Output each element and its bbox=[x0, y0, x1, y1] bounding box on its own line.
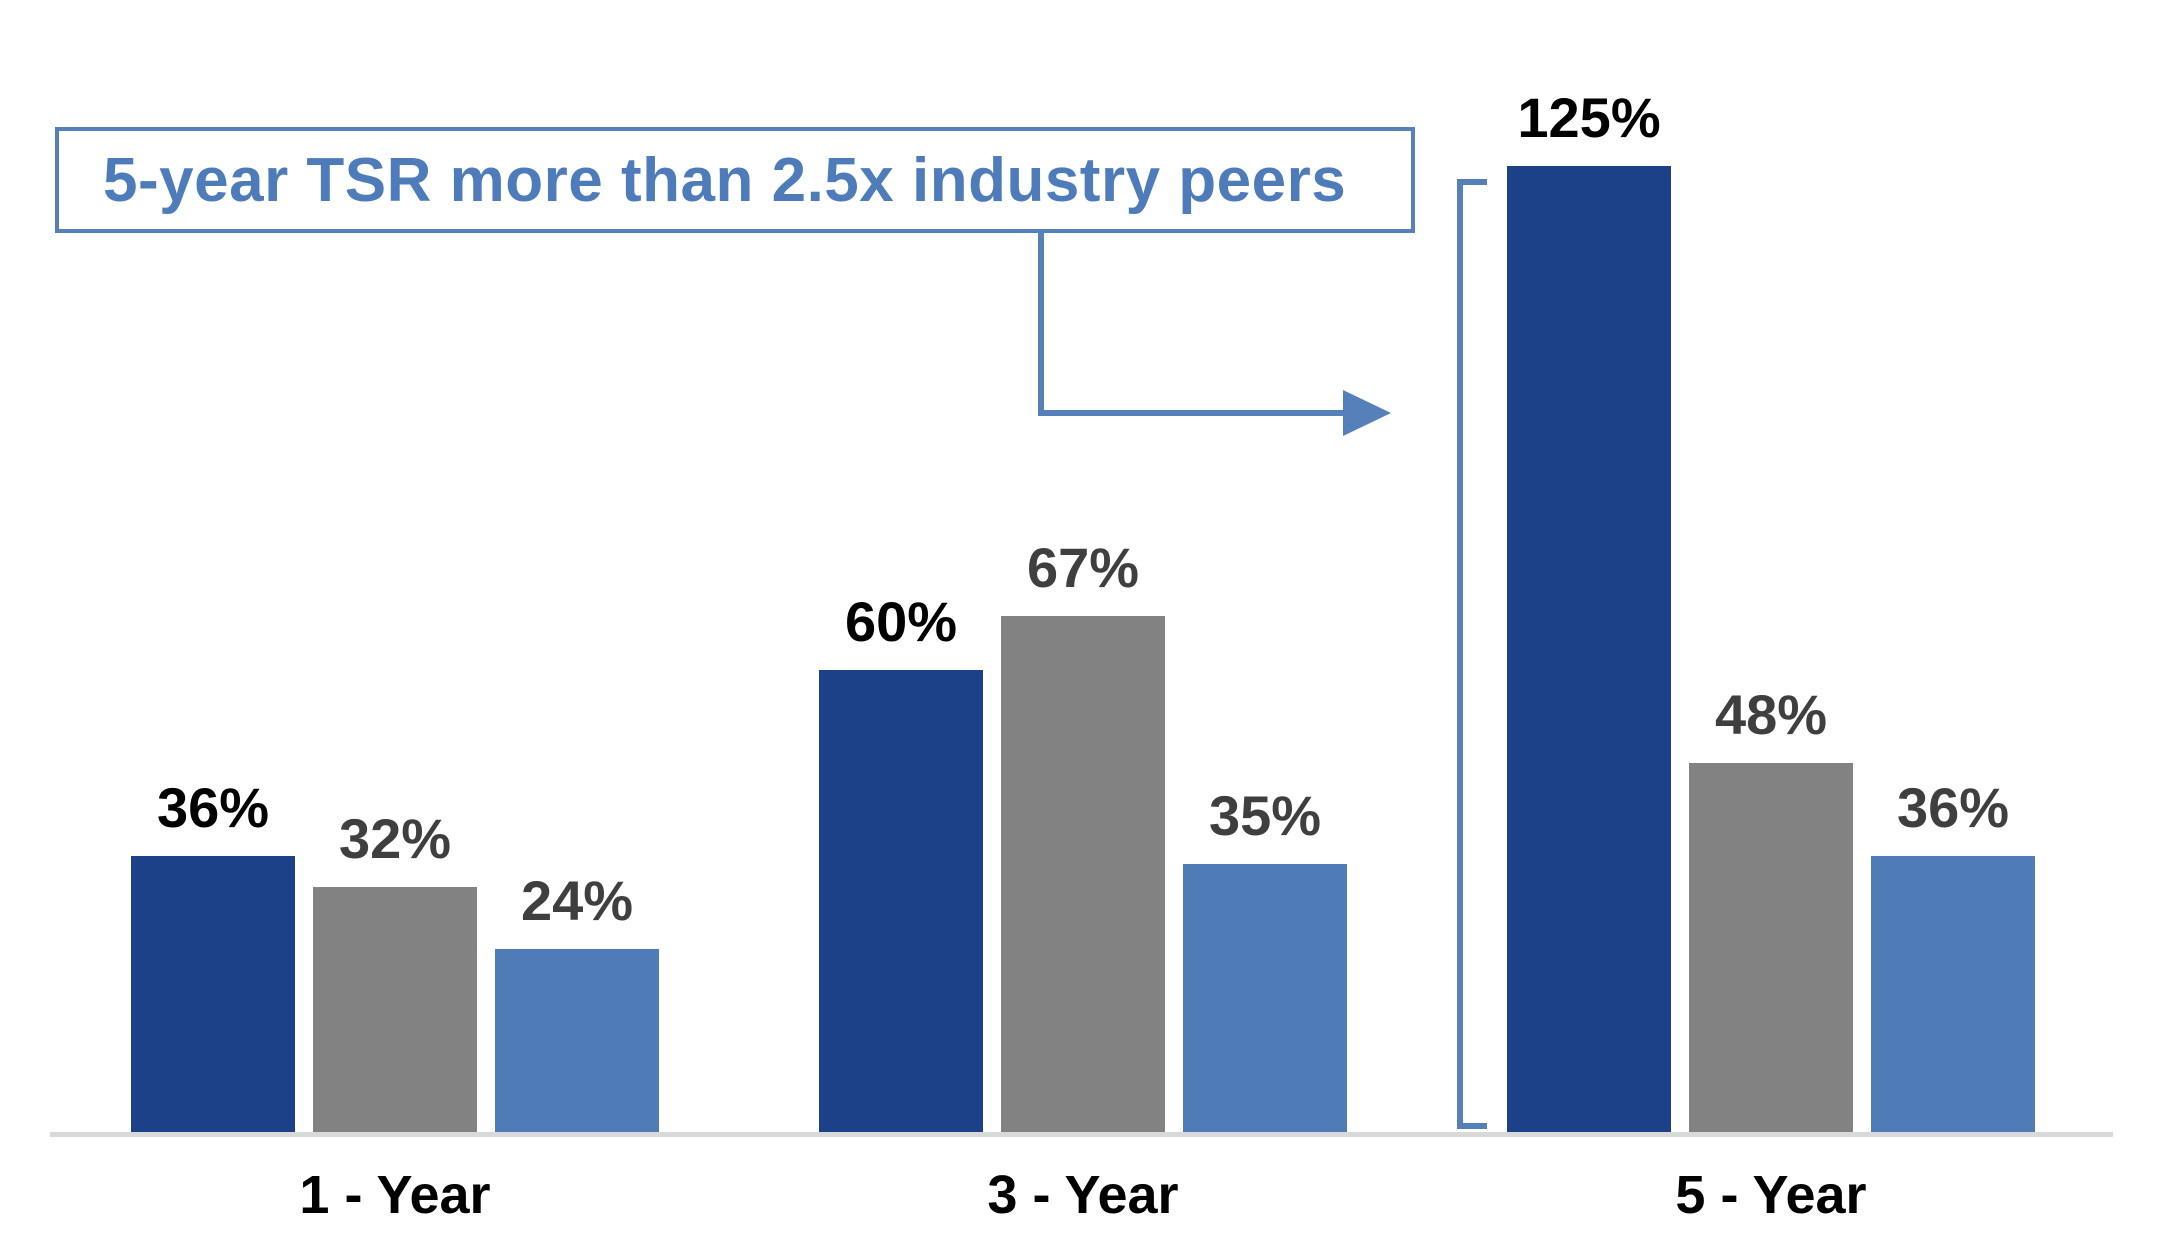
x-axis-label-3: 5 - Year bbox=[1675, 1165, 1867, 1225]
value-label-group3-series-2-gray: 48% bbox=[1714, 682, 1828, 746]
bar-group1-series-1-dark-blue bbox=[131, 856, 295, 1135]
x-axis-label-2: 3 - Year bbox=[987, 1165, 1179, 1225]
value-label-group2-series-2-gray: 67% bbox=[1026, 535, 1140, 599]
value-label-group2-series-3-light-blue: 35% bbox=[1208, 783, 1322, 847]
bar-group1-series-2-gray bbox=[313, 887, 477, 1135]
x-axis-label-1: 1 - Year bbox=[299, 1165, 491, 1225]
bar-group1-series-3-light-blue bbox=[495, 949, 659, 1135]
value-label-group2-series-1-dark-blue: 60% bbox=[844, 589, 958, 653]
highlight-bracket-vertical bbox=[1457, 179, 1463, 1129]
callout-arrow-vertical-line bbox=[1038, 231, 1044, 415]
highlight-bracket-top-tick bbox=[1457, 179, 1487, 185]
bar-group2-series-3-light-blue bbox=[1183, 864, 1347, 1135]
value-label-group1-series-3-light-blue: 24% bbox=[520, 868, 634, 932]
bar-group2-series-2-gray bbox=[1001, 616, 1165, 1135]
bar-group3-series-1-dark-blue bbox=[1507, 166, 1671, 1135]
value-label-group3-series-3-light-blue: 36% bbox=[1896, 775, 2010, 839]
bar-group2-series-1-dark-blue bbox=[819, 670, 983, 1135]
value-label-group3-series-1-dark-blue: 125% bbox=[1517, 85, 1661, 149]
bar-group3-series-2-gray bbox=[1689, 763, 1853, 1135]
value-label-group1-series-2-gray: 32% bbox=[338, 806, 452, 870]
x-axis-line bbox=[50, 1132, 2113, 1137]
callout-box: 5-year TSR more than 2.5x industry peers bbox=[55, 127, 1415, 233]
highlight-bracket-bottom-tick bbox=[1457, 1123, 1487, 1129]
value-label-group1-series-1-dark-blue: 36% bbox=[156, 775, 270, 839]
callout-arrow-head-icon bbox=[1343, 390, 1391, 436]
bar-group3-series-3-light-blue bbox=[1871, 856, 2035, 1135]
callout-text: 5-year TSR more than 2.5x industry peers bbox=[103, 145, 1347, 215]
callout-arrow-horizontal-line bbox=[1038, 410, 1344, 416]
